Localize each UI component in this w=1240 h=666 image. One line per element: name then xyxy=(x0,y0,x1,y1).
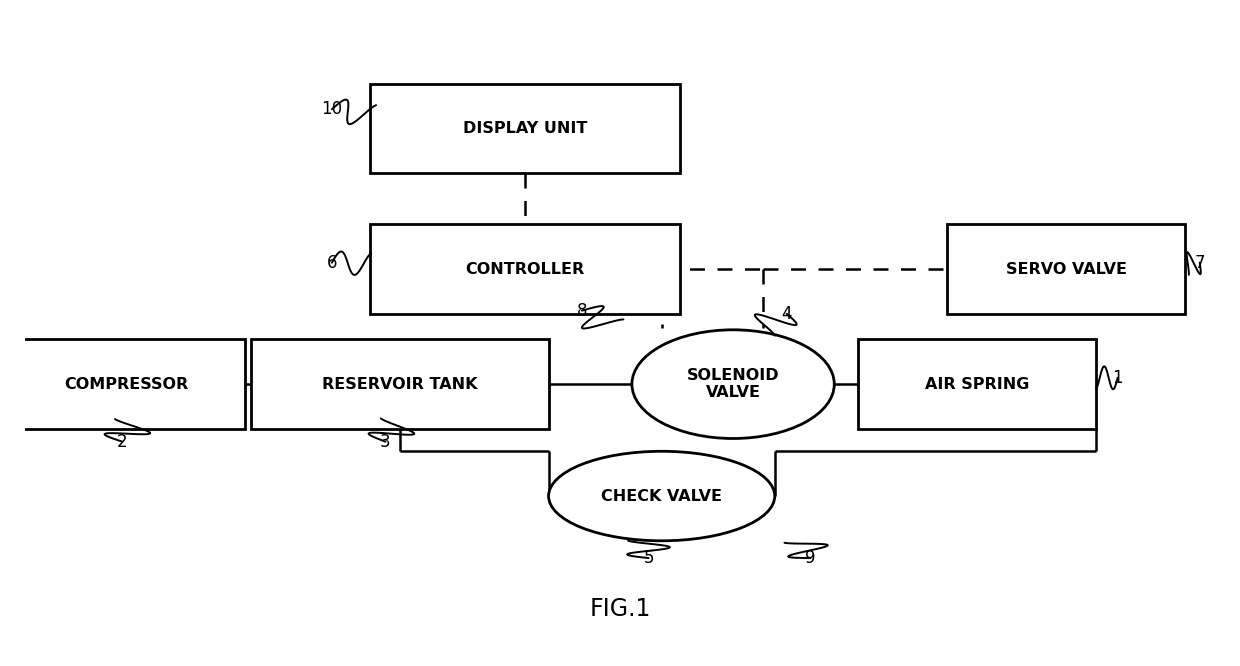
FancyBboxPatch shape xyxy=(250,340,548,429)
Text: 4: 4 xyxy=(781,305,792,323)
Ellipse shape xyxy=(632,330,835,438)
Text: CHECK VALVE: CHECK VALVE xyxy=(601,489,722,503)
Text: CONTROLLER: CONTROLLER xyxy=(465,262,584,276)
Text: 7: 7 xyxy=(1194,254,1205,272)
FancyBboxPatch shape xyxy=(7,340,246,429)
Text: 6: 6 xyxy=(326,254,337,272)
Text: SOLENOID
VALVE: SOLENOID VALVE xyxy=(687,368,780,400)
Text: 2: 2 xyxy=(117,433,128,451)
FancyBboxPatch shape xyxy=(370,224,680,314)
Text: COMPRESSOR: COMPRESSOR xyxy=(63,377,188,392)
Text: 9: 9 xyxy=(805,549,816,567)
Text: DISPLAY UNIT: DISPLAY UNIT xyxy=(463,121,587,136)
FancyBboxPatch shape xyxy=(947,224,1185,314)
Text: SERVO VALVE: SERVO VALVE xyxy=(1006,262,1127,276)
Text: AIR SPRING: AIR SPRING xyxy=(925,377,1029,392)
Text: 10: 10 xyxy=(321,100,342,119)
FancyBboxPatch shape xyxy=(370,84,680,173)
Text: 5: 5 xyxy=(644,549,653,567)
Text: 3: 3 xyxy=(381,433,391,451)
Ellipse shape xyxy=(548,452,775,541)
Text: FIG.1: FIG.1 xyxy=(589,597,651,621)
FancyBboxPatch shape xyxy=(858,340,1096,429)
Text: 1: 1 xyxy=(1112,369,1123,387)
Text: RESERVOIR TANK: RESERVOIR TANK xyxy=(322,377,477,392)
Text: 8: 8 xyxy=(577,302,588,320)
